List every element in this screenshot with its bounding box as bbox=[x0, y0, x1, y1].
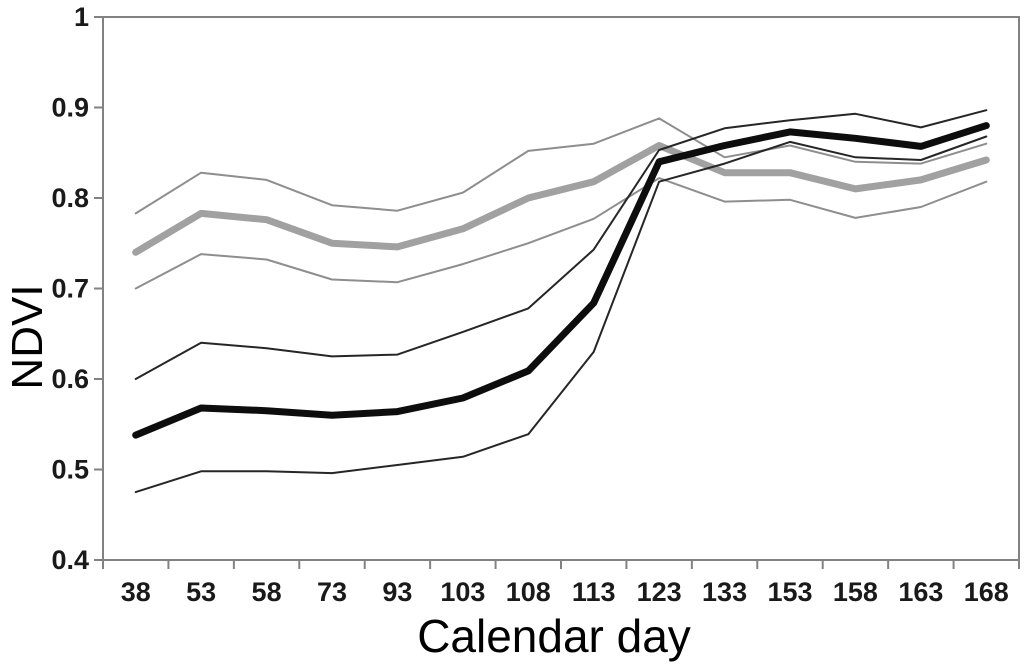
x-tick-label: 93 bbox=[382, 577, 412, 607]
y-tick-label: 0.4 bbox=[51, 545, 89, 575]
y-tick-label: 0.5 bbox=[51, 455, 89, 485]
x-tick-label: 58 bbox=[252, 577, 282, 607]
gray-upper-bound-line bbox=[134, 117, 988, 215]
y-tick-label: 0.6 bbox=[51, 364, 89, 394]
x-tick-label: 53 bbox=[186, 577, 216, 607]
gray-lower-bound-line bbox=[134, 177, 988, 290]
x-tick-label: 73 bbox=[317, 577, 347, 607]
x-tick-label: 168 bbox=[964, 577, 1009, 607]
x-tick-label: 38 bbox=[121, 577, 151, 607]
y-tick-label: 1 bbox=[74, 2, 89, 32]
black-mean-line bbox=[132, 122, 990, 439]
black-upper-bound-line bbox=[134, 109, 988, 380]
plot-frame bbox=[102, 16, 1020, 561]
x-tick-label: 133 bbox=[702, 577, 747, 607]
x-axis-title: Calendar day bbox=[417, 610, 691, 662]
x-tick-label: 108 bbox=[506, 577, 551, 607]
x-tick-label: 113 bbox=[572, 577, 616, 607]
black-lower-bound-line bbox=[134, 135, 988, 494]
x-tick-label: 123 bbox=[637, 577, 682, 607]
x-tick-label: 153 bbox=[767, 577, 812, 607]
y-tick-label: 0.8 bbox=[51, 183, 89, 213]
x-tick-label: 163 bbox=[898, 577, 943, 607]
y-tick-label: 0.9 bbox=[51, 93, 89, 123]
gray-mean-line bbox=[132, 142, 990, 256]
x-tick-label: 158 bbox=[833, 577, 878, 607]
x-tick-label: 103 bbox=[440, 577, 485, 607]
y-axis-title: NDVI bbox=[3, 284, 52, 389]
y-tick-label: 0.7 bbox=[51, 274, 89, 304]
